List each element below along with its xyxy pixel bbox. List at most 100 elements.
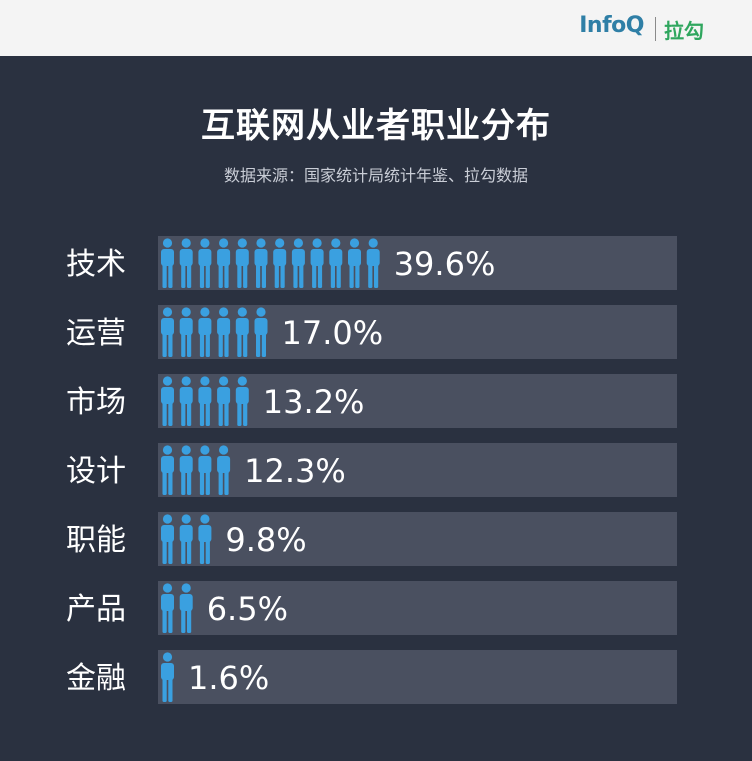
person-head — [181, 307, 191, 317]
person-leg — [224, 471, 229, 495]
person-leg — [243, 402, 248, 426]
person-leg — [280, 264, 285, 288]
person-icon — [348, 238, 361, 288]
person-leg — [199, 264, 205, 288]
bar — [161, 583, 193, 633]
person-icon — [161, 583, 174, 633]
data-label: 12.3% — [244, 452, 346, 490]
person-torso — [179, 525, 193, 542]
lagou-logo: 拉勾 — [664, 19, 704, 43]
person-icon — [179, 376, 193, 426]
person-head — [219, 307, 229, 317]
person-leg — [205, 402, 210, 426]
person-leg — [199, 333, 205, 357]
person-head — [256, 307, 266, 317]
person-leg — [187, 609, 192, 633]
person-head — [181, 376, 191, 386]
person-torso — [254, 318, 268, 335]
person-leg — [224, 264, 229, 288]
person-leg — [181, 402, 186, 426]
person-head — [349, 238, 360, 248]
person-torso — [198, 456, 212, 473]
person-torso — [161, 387, 174, 404]
person-torso — [161, 456, 174, 473]
person-leg — [368, 264, 373, 288]
person-leg — [224, 402, 229, 426]
person-icon — [217, 445, 231, 495]
person-leg — [168, 333, 173, 357]
person-leg — [218, 264, 223, 288]
person-head — [237, 238, 247, 248]
bar — [161, 376, 249, 426]
data-label: 17.0% — [282, 314, 384, 352]
person-torso — [161, 594, 174, 611]
person-head — [219, 238, 229, 248]
person-torso — [179, 249, 193, 266]
person-torso — [217, 249, 231, 266]
person-icon — [217, 238, 231, 288]
person-icon — [179, 238, 193, 288]
person-head — [200, 307, 210, 317]
bar — [161, 514, 212, 564]
person-torso — [217, 387, 231, 404]
person-icon — [366, 238, 380, 288]
person-head — [200, 376, 210, 386]
person-icon — [235, 376, 249, 426]
bar-row-5: 职能 9.8% — [66, 512, 677, 566]
person-leg — [162, 678, 167, 702]
person-icon — [161, 376, 174, 426]
person-leg — [205, 264, 210, 288]
person-head — [181, 238, 191, 248]
person-leg — [162, 471, 167, 495]
bar-track — [158, 512, 677, 566]
data-label: 1.6% — [188, 659, 269, 697]
person-leg — [205, 333, 210, 357]
person-icon — [161, 238, 174, 288]
person-icon — [198, 307, 212, 357]
person-leg — [261, 264, 266, 288]
person-icon — [291, 238, 305, 288]
data-label: 9.8% — [225, 521, 306, 559]
person-leg — [168, 402, 173, 426]
person-torso — [254, 249, 268, 266]
bar-row-2: 运营 17.0% — [66, 305, 677, 359]
person-leg — [293, 264, 298, 288]
bar-row-3: 市场 13.2% — [66, 374, 677, 428]
data-label: 39.6% — [394, 245, 496, 283]
person-leg — [256, 264, 261, 288]
bar-track — [158, 650, 677, 704]
bar-row-1: 技术 39.6% — [66, 236, 677, 290]
person-leg — [312, 264, 317, 288]
person-torso — [161, 249, 174, 266]
person-torso — [179, 318, 193, 335]
bar — [161, 652, 174, 702]
person-head — [162, 514, 173, 524]
category-label: 运营 — [66, 316, 126, 351]
person-torso — [348, 249, 361, 266]
category-label: 金融 — [66, 661, 126, 696]
person-icon — [161, 445, 174, 495]
person-leg — [168, 609, 173, 633]
person-icon — [161, 652, 174, 702]
person-leg — [218, 471, 223, 495]
person-leg — [274, 264, 279, 288]
person-leg — [162, 333, 167, 357]
person-leg — [374, 264, 379, 288]
person-head — [275, 238, 285, 248]
person-torso — [366, 249, 380, 266]
person-icon — [235, 238, 249, 288]
person-icon — [161, 307, 174, 357]
person-icon — [217, 307, 231, 357]
bar-track — [158, 443, 677, 497]
bar-track — [158, 581, 677, 635]
person-leg — [330, 264, 335, 288]
person-leg — [187, 471, 192, 495]
person-icon — [273, 238, 287, 288]
person-leg — [237, 402, 242, 426]
person-head — [162, 652, 173, 662]
person-icon — [254, 307, 268, 357]
person-leg — [181, 333, 186, 357]
person-head — [219, 445, 229, 455]
person-leg — [218, 402, 223, 426]
